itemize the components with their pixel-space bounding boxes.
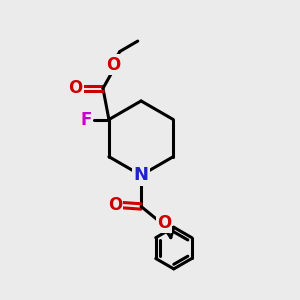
Text: O: O	[68, 79, 83, 97]
Text: O: O	[157, 214, 171, 232]
Text: F: F	[80, 110, 92, 128]
Text: O: O	[108, 196, 122, 214]
Text: N: N	[134, 166, 148, 184]
Text: O: O	[106, 56, 121, 74]
